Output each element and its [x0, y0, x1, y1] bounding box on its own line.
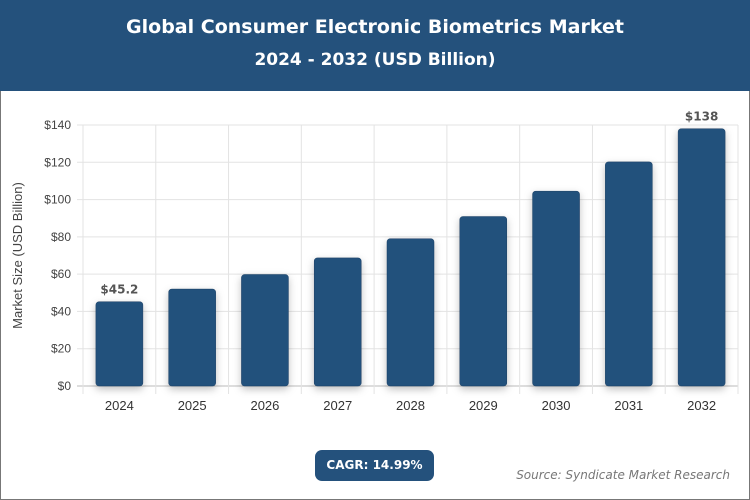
y-axis-title: Market Size (USD Billion) [10, 182, 25, 329]
bar [168, 288, 216, 387]
bar [95, 301, 144, 387]
y-tick-label: $120 [44, 155, 71, 169]
bar [677, 128, 726, 387]
chart-title: Global Consumer Electronic Biometrics Ma… [126, 16, 624, 38]
bar [241, 274, 289, 387]
x-tick-label: 2032 [687, 398, 716, 413]
data-label: $45.2 [100, 283, 138, 297]
x-tick-label: 2024 [105, 398, 134, 413]
chart-subtitle: 2024 - 2032 (USD Billion) [254, 50, 496, 70]
y-tick-label: $0 [58, 379, 72, 393]
y-tick-label: $60 [51, 267, 71, 281]
cagr-badge: CAGR: 14.99% [315, 450, 434, 481]
y-tick-label: $140 [44, 118, 71, 132]
y-tick-label: $20 [51, 342, 71, 356]
x-tick-label: 2030 [542, 398, 571, 413]
bar [459, 216, 508, 387]
source-note: Source: Syndicate Market Research [516, 468, 730, 482]
bar [605, 161, 653, 387]
bar [386, 238, 435, 387]
x-tick-label: 2028 [396, 398, 425, 413]
data-label: $138 [685, 110, 718, 124]
y-tick-label: $100 [44, 193, 71, 207]
x-tick-label: 2029 [469, 398, 498, 413]
y-tick-label: $40 [51, 304, 71, 318]
chart-header: Global Consumer Electronic Biometrics Ma… [0, 0, 750, 91]
x-tick-label: 2026 [250, 398, 279, 413]
x-tick-label: 2025 [178, 398, 207, 413]
bar [313, 257, 362, 387]
x-tick-label: 2027 [323, 398, 352, 413]
x-tick-label: 2031 [614, 398, 643, 413]
bar [532, 190, 580, 387]
y-tick-label: $80 [51, 230, 71, 244]
